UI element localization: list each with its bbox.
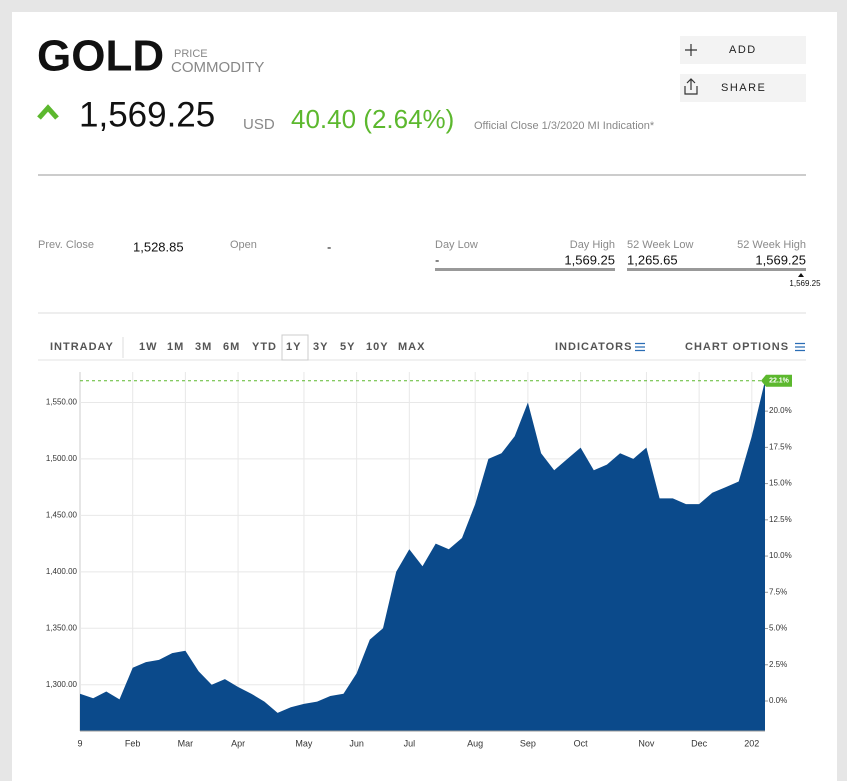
x-tick-label: Jun (349, 738, 364, 748)
selected-box (281, 334, 309, 361)
x-tick-label: Sep (520, 738, 536, 748)
range-pointer (798, 273, 804, 277)
stat-value: 1,569.25 (755, 252, 806, 267)
y2-tick-label: 5.0% (769, 624, 787, 633)
stat-label: Day High (570, 239, 615, 251)
up-arrow (37, 104, 59, 120)
stat-label: Prev. Close (38, 239, 94, 251)
range-label: 1Y (286, 341, 301, 353)
add-button[interactable]: ADD (680, 36, 806, 64)
button-bg (680, 74, 806, 102)
y-tick-label: 1,400.00 (46, 567, 78, 576)
chart-options-button[interactable]: CHART OPTIONS (685, 341, 805, 353)
range-label: 6M (223, 341, 240, 353)
kind: PRICE (174, 48, 208, 60)
currency: USD (243, 116, 275, 133)
y2-tick-label: 10.0% (769, 551, 792, 560)
range-button[interactable]: 10Y (366, 341, 389, 353)
range-label: MAX (398, 341, 425, 353)
menu-icon (635, 342, 645, 352)
y-tick-label: 1,450.00 (46, 510, 78, 519)
y2-tick-label: 20.0% (769, 406, 792, 415)
x-tick-label: 9 (77, 738, 82, 748)
tool-label: CHART OPTIONS (685, 341, 789, 353)
stat-value: - (435, 252, 439, 267)
y2-tick-label: 17.5% (769, 442, 792, 451)
range-button[interactable]: 6M (223, 341, 240, 353)
x-tick-label: Aug (467, 738, 483, 748)
y-tick-label: 1,550.00 (46, 398, 78, 407)
share-icon (684, 78, 698, 95)
menu-icon (795, 342, 805, 352)
button-label: SHARE (721, 82, 766, 94)
plus-icon (685, 44, 697, 56)
range-button[interactable]: 3Y (313, 341, 328, 353)
stat-value: - (327, 239, 331, 254)
y2-tick-label: 7.5% (769, 587, 787, 596)
range-label: 3Y (313, 341, 328, 353)
range-button[interactable]: 1W (139, 341, 158, 353)
x-tick-label: Mar (178, 738, 194, 748)
range-bar (435, 268, 615, 271)
range-button[interactable]: MAX (398, 341, 425, 353)
range-label: 1M (167, 341, 184, 353)
y-tick-label: 1,300.00 (46, 680, 78, 689)
range-button[interactable]: YTD (252, 341, 277, 353)
chart: 1,300.00 1,350.00 1,400.00 1,450.00 1,500.00… (46, 372, 792, 748)
range-button[interactable]: 5Y (340, 341, 355, 353)
x-tick-label: May (295, 738, 313, 748)
price: 1,569.25 (79, 95, 215, 134)
indicators-button[interactable]: INDICATORS (555, 341, 645, 353)
range-button[interactable]: 1Y (281, 334, 309, 361)
stat-label: 52 Week Low (627, 239, 694, 251)
range-label: 3M (195, 341, 212, 353)
area (80, 380, 765, 731)
range-selector: INTRADAY 1W 1M 3M 6M YTD 1Y 3Y 5Y 10Y MAX (50, 334, 425, 361)
range-label: YTD (252, 341, 277, 353)
y-tick-label: 1,500.00 (46, 454, 78, 463)
button-bg (680, 36, 806, 64)
x-tick-label: Feb (125, 738, 141, 748)
stat-value: 1,265.65 (627, 252, 678, 267)
stat-label: 52 Week High (737, 239, 806, 251)
range-label: INTRADAY (50, 341, 114, 353)
range-bar (627, 268, 806, 271)
change: 40.40 (2.64%) (291, 104, 454, 134)
y2-tick-label: 15.0% (769, 479, 792, 488)
x-tick-label: 202 (744, 738, 759, 748)
range-button[interactable]: INTRADAY (50, 341, 114, 353)
y2-tick-label: 12.5% (769, 515, 792, 524)
y2-tick-label: 2.5% (769, 660, 787, 669)
x-tick-label: Jul (404, 738, 416, 748)
x-tick-label: Nov (638, 738, 655, 748)
stat-label: Day Low (435, 239, 478, 251)
x-tick-label: Apr (231, 738, 245, 748)
symbol: GOLD (37, 32, 164, 81)
y-tick-label: 1,350.00 (46, 623, 78, 632)
x-tick-label: Oct (574, 738, 589, 748)
share-button[interactable]: SHARE (680, 74, 806, 102)
range-label: 5Y (340, 341, 355, 353)
y2-tick-label: 0.0% (769, 696, 787, 705)
x-tick-label: Dec (691, 738, 708, 748)
range-marker: 1,569.25 (789, 279, 821, 288)
stat-label: Open (230, 239, 257, 251)
note: Official Close 1/3/2020 MI Indication* (474, 120, 655, 132)
stat-value: 1,569.25 (564, 252, 615, 267)
badge-label: 22.1% (769, 378, 790, 385)
badge (761, 374, 792, 387)
range-button[interactable]: 1M (167, 341, 184, 353)
range-label: 10Y (366, 341, 389, 353)
range-button[interactable]: 3M (195, 341, 212, 353)
button-label: ADD (729, 44, 757, 56)
range-label: 1W (139, 341, 158, 353)
stat-value: 1,528.85 (133, 239, 184, 254)
tool-label: INDICATORS (555, 341, 632, 353)
category: COMMODITY (171, 59, 264, 76)
